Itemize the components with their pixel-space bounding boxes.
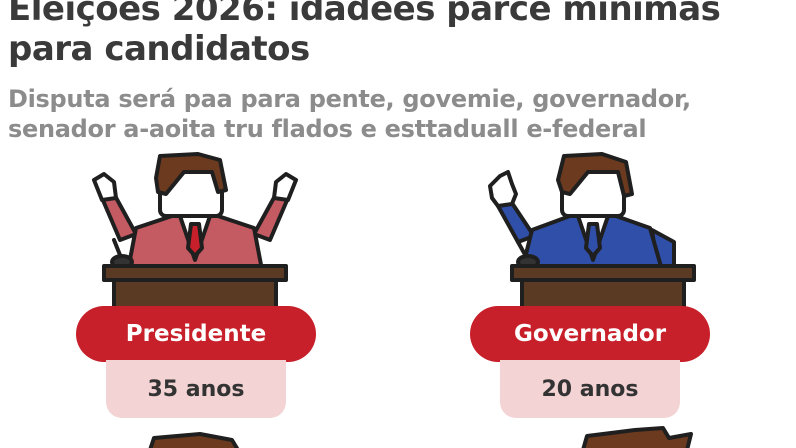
age-box-presidente: 35 anos bbox=[106, 360, 286, 418]
page-subtitle: Disputa será paa para pente, govemie, go… bbox=[8, 84, 691, 144]
title-line-1: Eleições 2026: idadees parce minimas bbox=[8, 0, 721, 29]
subtitle-line-1: Disputa será paa para pente, govemie, go… bbox=[8, 85, 691, 113]
senator-figure-partial bbox=[140, 432, 260, 448]
page-title: Eleições 2026: idadees parce minimas par… bbox=[8, 0, 721, 69]
president-figure bbox=[80, 150, 310, 312]
age-box-governador: 20 anos bbox=[500, 360, 680, 418]
governor-figure bbox=[478, 150, 708, 312]
subtitle-line-2: senador a-aoita tru flados e esttaduall … bbox=[8, 115, 647, 143]
hair-icon bbox=[581, 426, 693, 448]
deputy-figure-partial bbox=[575, 424, 705, 448]
position-pill-presidente: Presidente bbox=[76, 306, 316, 362]
title-line-2: para candidatos bbox=[8, 29, 310, 69]
candidate-at-podium-icon bbox=[92, 152, 298, 312]
hair-icon bbox=[148, 432, 240, 448]
candidate-at-podium-icon bbox=[488, 152, 696, 312]
position-pill-governador: Governador bbox=[470, 306, 710, 362]
